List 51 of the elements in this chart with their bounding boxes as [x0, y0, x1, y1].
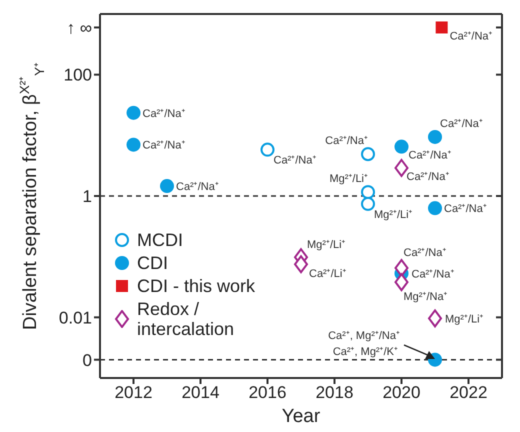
- point: [394, 273, 408, 292]
- legend-label: MCDI: [137, 230, 183, 250]
- legend-label: CDI: [137, 253, 168, 273]
- annotation: Ca²⁺/Na⁺: [274, 154, 316, 167]
- point: [436, 21, 448, 34]
- annotation: Ca²⁺/Na⁺: [325, 135, 368, 148]
- point: [260, 142, 274, 157]
- x-tick-label: 2022: [450, 383, 488, 402]
- annotation: Ca²⁺, Mg²⁺/Na⁺: [328, 329, 400, 342]
- point: [294, 255, 308, 274]
- annotation: Mg²⁺/Li⁺: [374, 208, 413, 221]
- annotation: Ca²⁺/Na⁺: [408, 150, 452, 162]
- annotation: Ca²⁺/Na⁺: [142, 108, 186, 120]
- y-tick-label: 0: [82, 350, 92, 370]
- point: [361, 185, 375, 200]
- point: [394, 158, 408, 177]
- x-axis-title: Year: [282, 406, 321, 427]
- annotation: Ca²⁺/Na⁺: [450, 30, 493, 42]
- point: [361, 196, 375, 211]
- legend-label: Redox / intercalation: [137, 299, 236, 339]
- annotation: Mg²⁺/Na⁺: [404, 291, 448, 304]
- annotation: Ca²⁺/Na⁺: [406, 170, 450, 183]
- annotation: Ca²⁺/Na⁺: [176, 181, 219, 194]
- point: [428, 309, 442, 328]
- point: [428, 130, 442, 144]
- annotation: Ca²⁺/Li⁺: [309, 268, 346, 280]
- annotation: Ca²⁺, Mg²⁺/K⁺: [332, 345, 398, 358]
- point: [126, 138, 140, 152]
- point: [394, 140, 408, 154]
- annotation: Ca²⁺/Na⁺: [142, 140, 186, 152]
- annotation: Mg²⁺/Li⁺: [329, 173, 368, 186]
- x-tick-label: 2012: [114, 383, 152, 402]
- x-tick-label: 2018: [316, 383, 354, 402]
- annotation: Ca²⁺/Na⁺: [404, 247, 446, 260]
- y-tick-label: 1: [82, 187, 92, 206]
- y-tick-label: ↑ ∞: [66, 18, 92, 38]
- y-tick-label: 100: [64, 66, 92, 85]
- x-tick-label: 2014: [182, 383, 220, 402]
- annotation: Ca²⁺/Na⁺: [412, 268, 454, 280]
- x-tick-label: 2016: [248, 383, 286, 402]
- point: [361, 147, 375, 162]
- point: [126, 106, 140, 120]
- annotation: Ca²⁺/Na⁺: [444, 203, 487, 216]
- annotation: Mg²⁺/Li⁺: [445, 313, 484, 326]
- legend-label: CDI - this work: [137, 276, 256, 296]
- point: [428, 201, 442, 216]
- annotation: Ca²⁺/Na⁺: [440, 118, 483, 130]
- y-tick-label: 0.01: [58, 308, 92, 328]
- x-tick-label: 2020: [382, 383, 420, 402]
- point: [160, 179, 174, 194]
- annotation: Mg²⁺/Li⁺: [307, 239, 346, 252]
